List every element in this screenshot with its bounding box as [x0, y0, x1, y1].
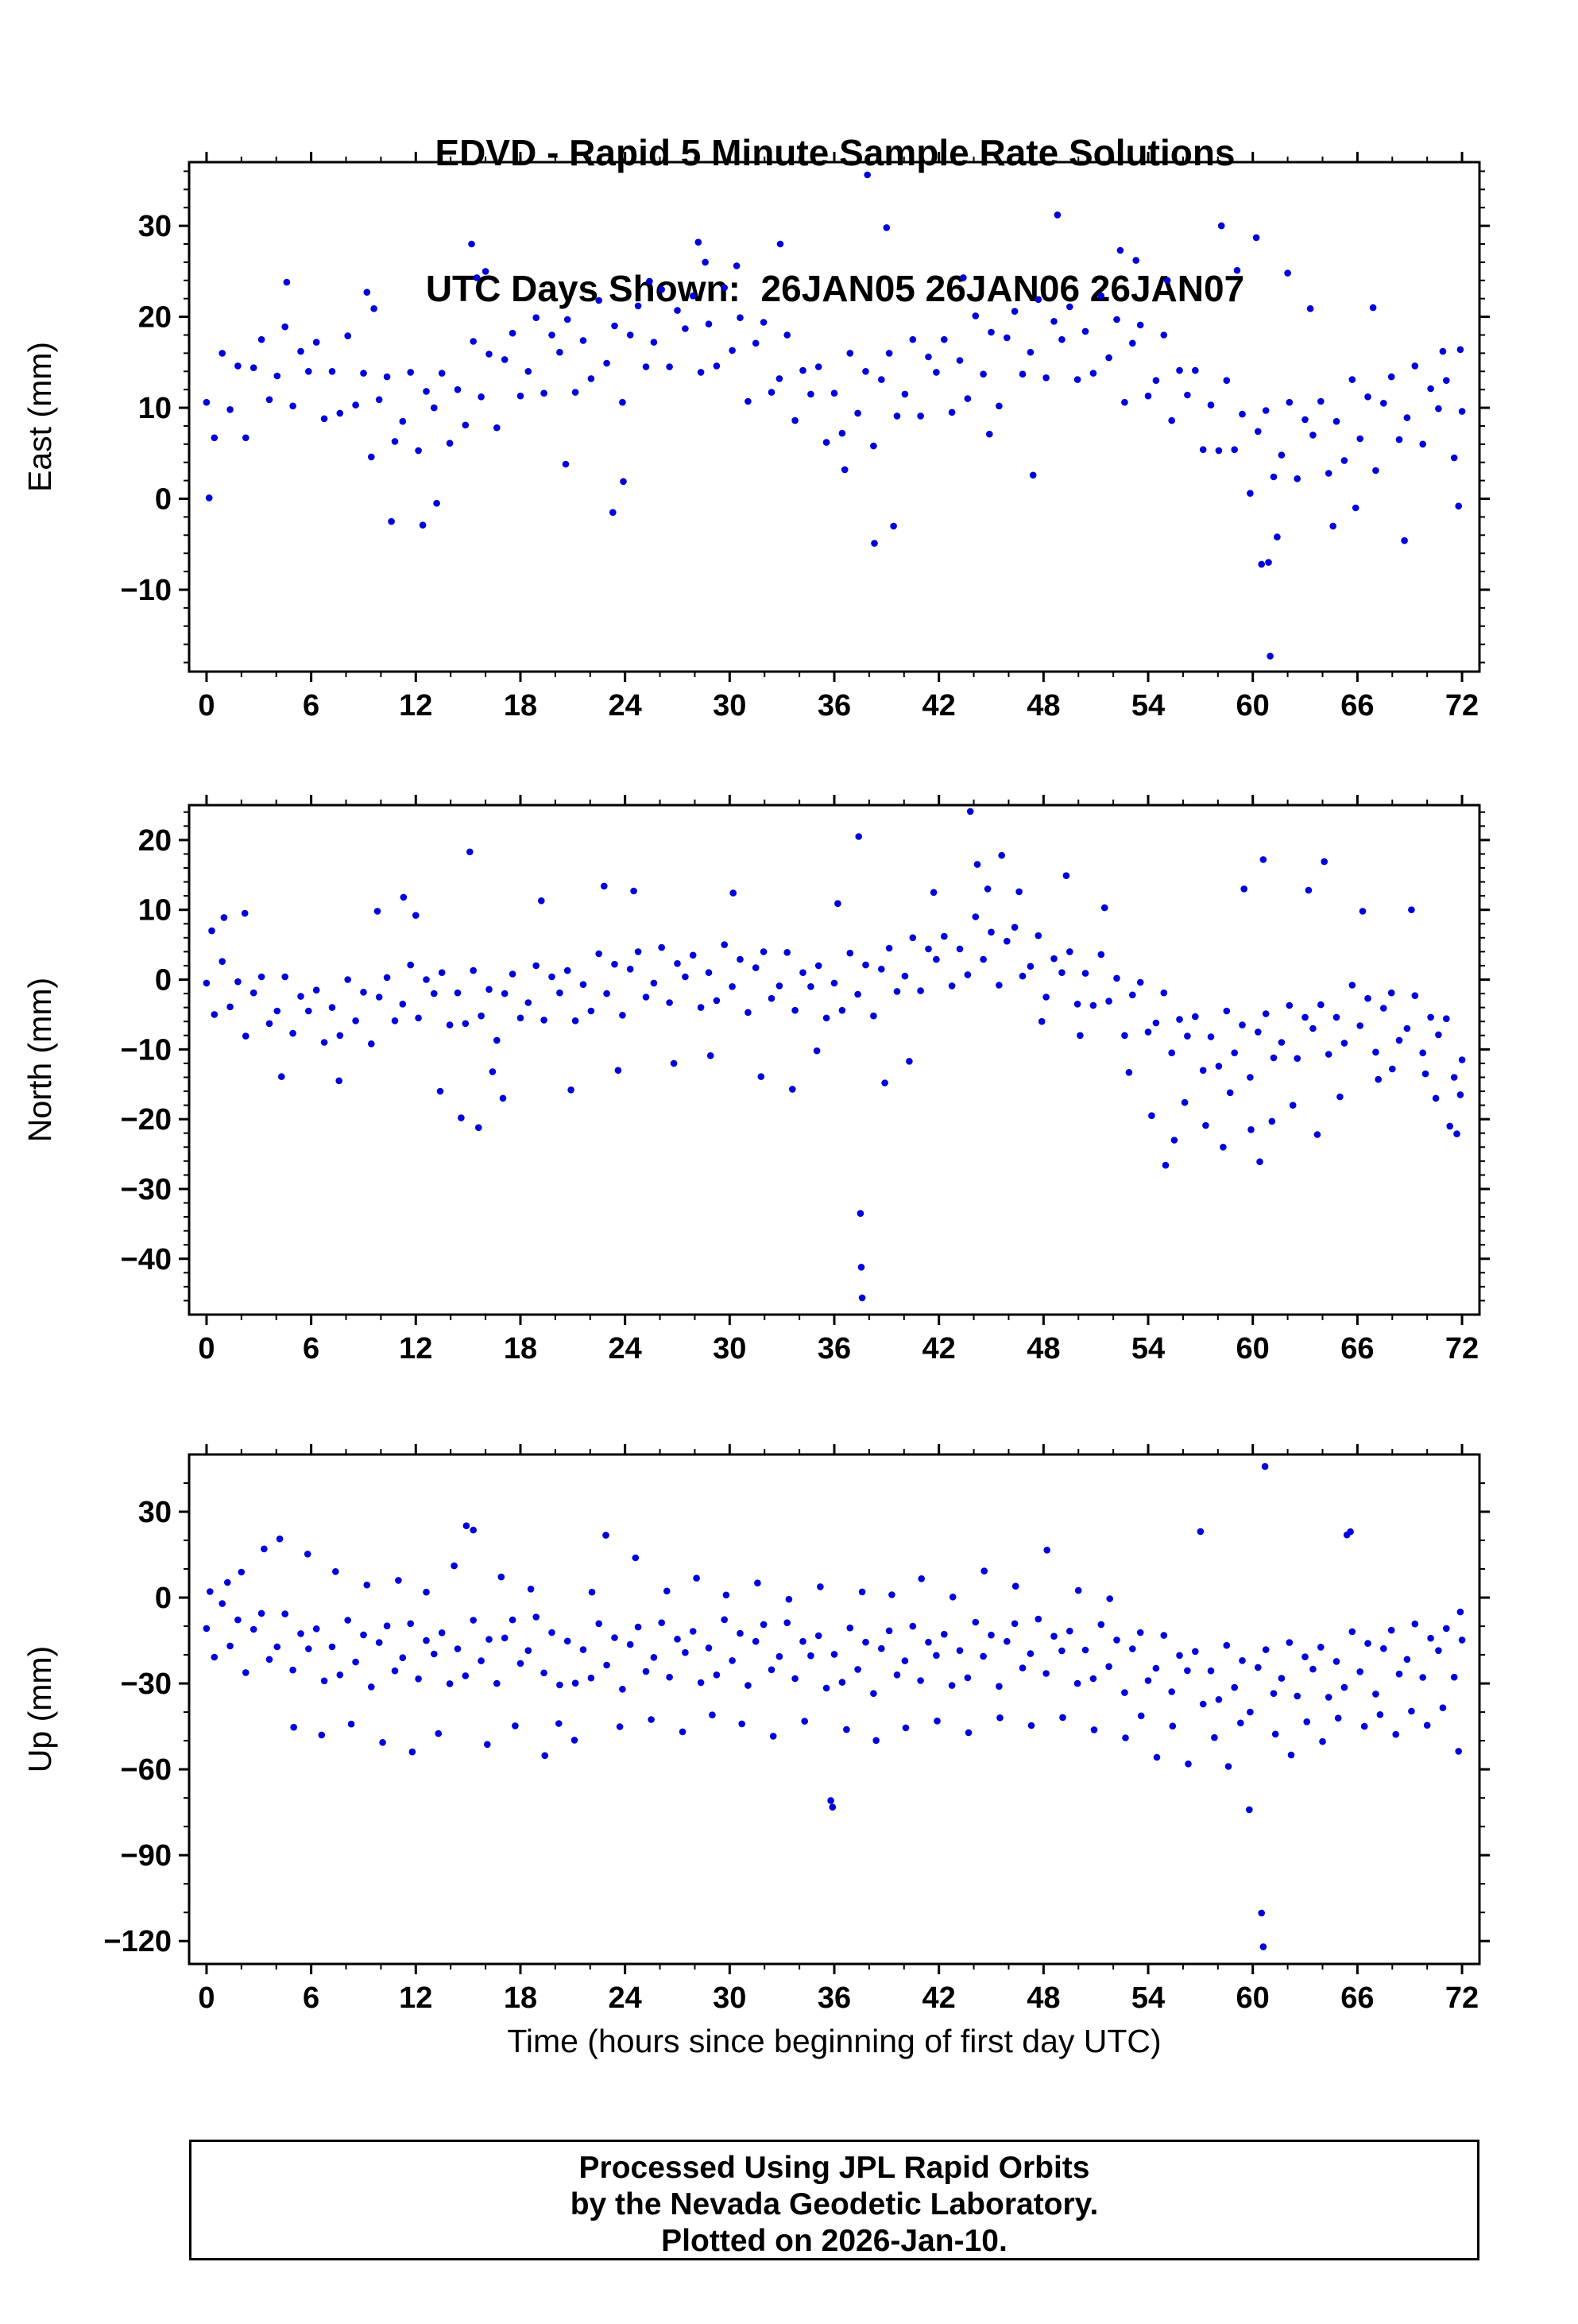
svg-text:30: 30 [138, 210, 172, 243]
svg-text:12: 12 [399, 689, 432, 722]
svg-text:24: 24 [609, 1332, 642, 1365]
svg-text:60: 60 [1236, 1332, 1270, 1365]
svg-text:66: 66 [1340, 1332, 1374, 1365]
svg-text:−20: −20 [121, 1103, 172, 1137]
svg-text:0: 0 [155, 964, 172, 997]
svg-text:0: 0 [155, 1582, 172, 1615]
svg-text:0: 0 [198, 1981, 215, 2015]
north-scatter-panel: 0 6 12 18 24 30 36 42 48 54 60 66 72 −40 −30 −20 −10 0 10 2… [21, 795, 1490, 1365]
svg-text:24: 24 [609, 689, 642, 722]
svg-text:12: 12 [399, 1981, 432, 2015]
svg-text:36: 36 [818, 1332, 851, 1365]
svg-text:24: 24 [609, 1981, 642, 2015]
footer-line1: Processed Using JPL Rapid Orbits [578, 2151, 1090, 2185]
up-scatter-panel: 0 6 12 18 24 30 36 42 48 54 60 66 72 −120 −90 −60 −30 0 30… [21, 1444, 1490, 2015]
svg-text:72: 72 [1445, 689, 1479, 722]
svg-text:Up (mm): Up (mm) [21, 1646, 58, 1772]
svg-text:60: 60 [1236, 1981, 1270, 2015]
svg-text:North (mm): North (mm) [21, 978, 58, 1142]
svg-text:42: 42 [922, 1332, 956, 1365]
svg-text:10: 10 [138, 392, 172, 425]
svg-text:−10: −10 [121, 574, 172, 607]
svg-text:20: 20 [138, 824, 172, 858]
svg-text:20: 20 [138, 301, 172, 335]
svg-text:6: 6 [303, 689, 319, 722]
svg-text:66: 66 [1340, 1981, 1374, 2015]
svg-text:42: 42 [922, 1981, 956, 2015]
footer-line2: by the Nevada Geodetic Laboratory. [570, 2187, 1099, 2221]
svg-text:12: 12 [399, 1332, 432, 1365]
svg-text:6: 6 [303, 1332, 319, 1365]
svg-text:0: 0 [155, 483, 172, 517]
svg-text:−30: −30 [121, 1173, 172, 1207]
east-scatter-panel: 0 6 12 18 24 30 36 42 48 54 60 66 72 −10 0 10 20 30 East (… [21, 152, 1490, 722]
svg-text:72: 72 [1445, 1981, 1479, 2015]
svg-text:−90: −90 [121, 1839, 172, 1873]
svg-text:−120: −120 [103, 1925, 172, 1958]
svg-text:30: 30 [713, 689, 746, 722]
svg-text:66: 66 [1340, 689, 1374, 722]
svg-text:30: 30 [138, 1496, 172, 1529]
footer-box: Processed Using JPL Rapid Orbits by the … [189, 2140, 1479, 2260]
x-axis-label: Time (hours since beginning of first day… [507, 2023, 1162, 2059]
svg-text:54: 54 [1131, 1332, 1165, 1365]
svg-text:6: 6 [303, 1981, 319, 2015]
svg-text:30: 30 [713, 1332, 746, 1365]
svg-text:60: 60 [1236, 689, 1270, 722]
svg-text:−10: −10 [121, 1033, 172, 1067]
svg-text:36: 36 [818, 689, 851, 722]
chart-title-line2: UTC Days Shown: 26JAN05 26JAN06 26JAN07 [425, 268, 1245, 309]
svg-text:48: 48 [1027, 1332, 1060, 1365]
svg-text:54: 54 [1131, 689, 1165, 722]
svg-text:0: 0 [198, 1332, 215, 1365]
svg-text:East (mm): East (mm) [21, 342, 58, 492]
svg-text:−60: −60 [121, 1753, 172, 1787]
svg-text:72: 72 [1445, 1332, 1479, 1365]
svg-text:10: 10 [138, 894, 172, 928]
svg-text:18: 18 [504, 1332, 537, 1365]
svg-text:18: 18 [504, 689, 537, 722]
svg-text:54: 54 [1131, 1981, 1165, 2015]
svg-text:−30: −30 [121, 1667, 172, 1701]
svg-text:42: 42 [922, 689, 956, 722]
svg-text:18: 18 [504, 1981, 537, 2015]
footer-line3: Plotted on 2026-Jan-10. [661, 2224, 1008, 2258]
svg-text:48: 48 [1027, 1981, 1060, 2015]
svg-text:30: 30 [713, 1981, 746, 2015]
svg-text:−40: −40 [121, 1243, 172, 1276]
svg-text:0: 0 [198, 689, 215, 722]
svg-text:36: 36 [818, 1981, 851, 2015]
svg-text:48: 48 [1027, 689, 1060, 722]
